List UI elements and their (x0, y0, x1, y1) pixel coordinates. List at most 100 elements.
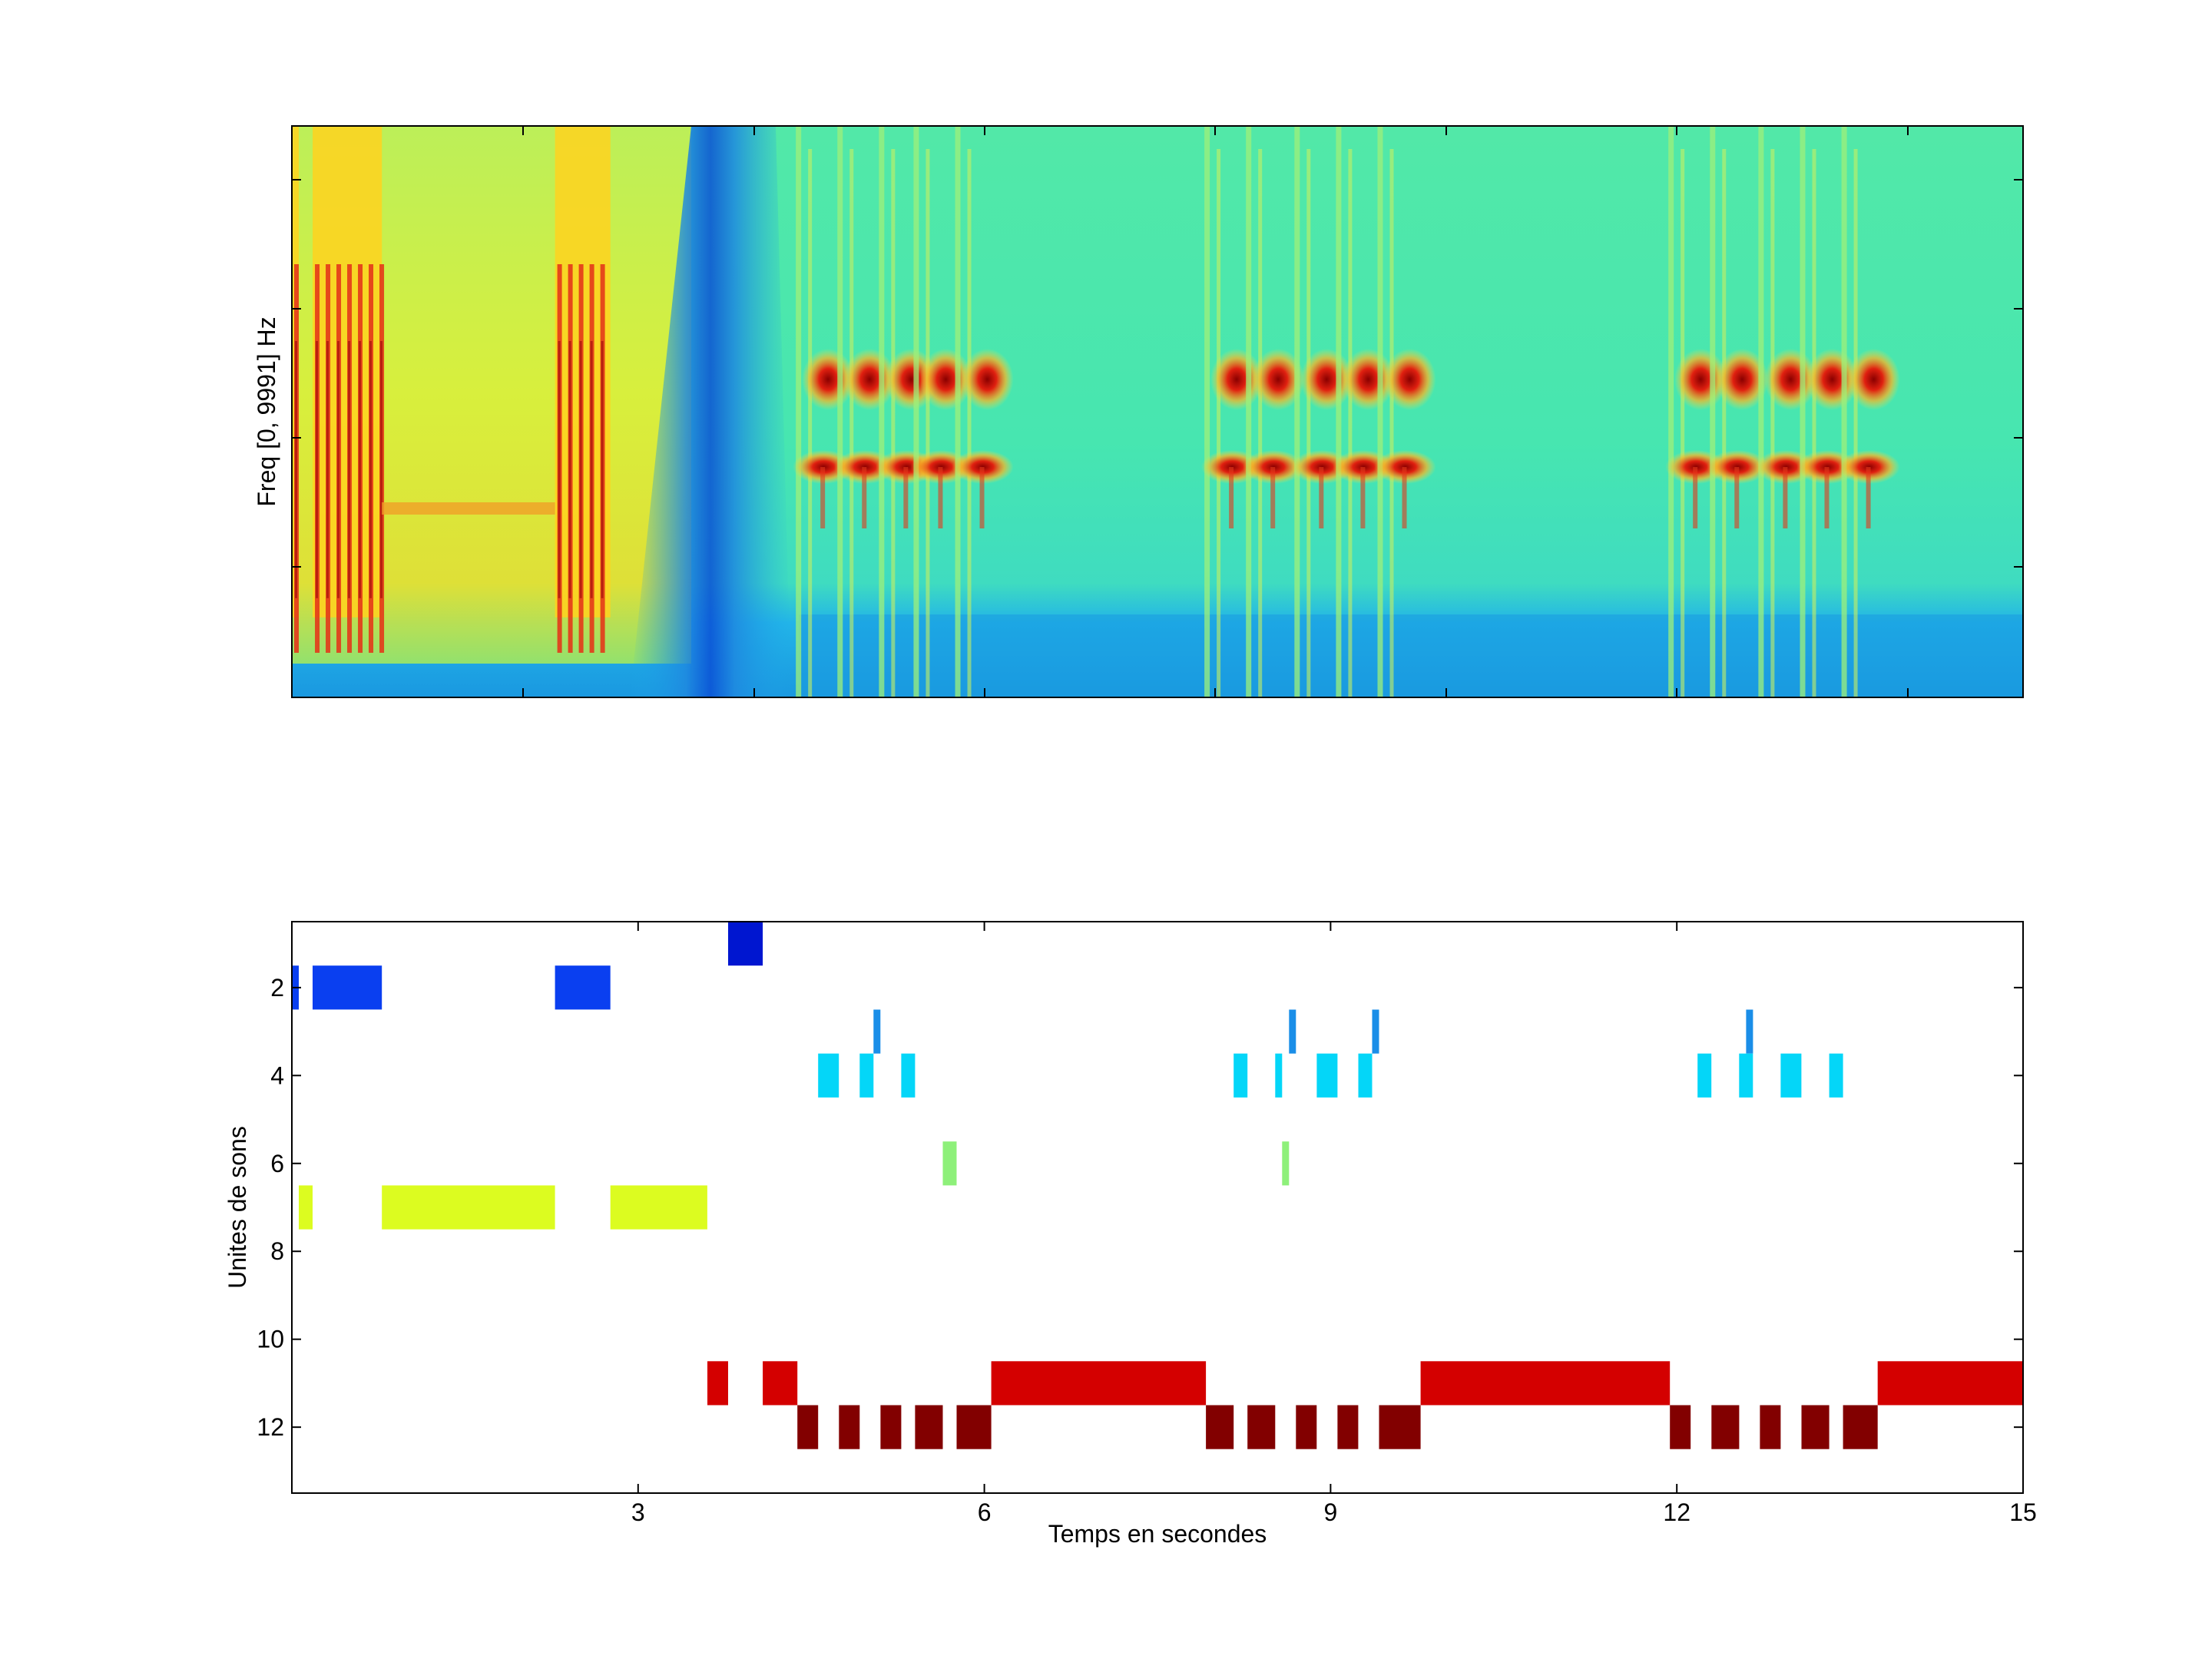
unit-segment-12-32 (915, 1405, 943, 1449)
call-tail (1402, 467, 1407, 528)
unit-segment-4-8 (818, 1053, 839, 1098)
call-tail (903, 467, 909, 528)
unit-segment-12-42 (1801, 1405, 1830, 1449)
unit-segment-4-17 (1780, 1053, 1802, 1098)
burst-core (380, 341, 383, 598)
call-streak-echo (1812, 149, 1816, 697)
call-tail (938, 467, 943, 528)
spectrogram-ylabel: Freq [0, 9991] Hz (253, 316, 280, 506)
unit-segment-12-31 (880, 1405, 902, 1449)
unit-segment-12-30 (839, 1405, 860, 1449)
call-streak-echo (967, 149, 972, 697)
call-streak-echo (1306, 149, 1311, 697)
unit-segment-12-35 (1247, 1405, 1276, 1449)
call-tail (979, 467, 985, 528)
call-upper-harmonic (1847, 349, 1900, 410)
burst-core (359, 341, 362, 598)
unit-segment-7-21 (299, 1185, 313, 1230)
call-streak (837, 126, 843, 697)
call-upper-harmonic (961, 349, 1014, 410)
spectrogram-image (292, 126, 2023, 697)
unit-segment-3-4 (873, 1009, 881, 1054)
y-tick-label-5: 12 (257, 1413, 284, 1441)
call-streak-echo (1853, 149, 1858, 697)
call-streak (1294, 126, 1300, 697)
unit-segment-12-39 (1670, 1405, 1691, 1449)
unit-segment-4-18 (1829, 1053, 1843, 1098)
call-streak (1204, 126, 1210, 697)
call-streak-echo (1681, 149, 1685, 697)
burst-core (590, 341, 593, 598)
call-upper-harmonic (1383, 349, 1436, 410)
unit-segment-3-5 (1289, 1009, 1296, 1054)
unit-segment-12-37 (1337, 1405, 1359, 1449)
call-tail (1866, 467, 1871, 528)
unit-segment-11-28 (1877, 1361, 2023, 1406)
unit-segment-12-41 (1760, 1405, 1781, 1449)
y-tick-label-2: 6 (270, 1150, 284, 1177)
unit-segment-4-16 (1739, 1053, 1753, 1098)
call-streak (796, 126, 802, 697)
unit-segment-12-43 (1843, 1405, 1878, 1449)
unit-segment-4-14 (1358, 1053, 1373, 1098)
unit-segment-11-26 (991, 1361, 1207, 1406)
y-tick-label-1: 4 (270, 1061, 284, 1089)
call-streak (1246, 126, 1252, 697)
unit-segment-11-27 (1420, 1361, 1671, 1406)
call-tail (1270, 467, 1276, 528)
call-streak (1377, 126, 1383, 697)
call-streak-echo (1389, 149, 1394, 697)
call-streak-echo (1722, 149, 1727, 697)
burst-core (316, 341, 319, 598)
unit-segment-4-10 (901, 1053, 916, 1098)
unit-segment-4-9 (859, 1053, 874, 1098)
unit-segment-12-34 (1206, 1405, 1234, 1449)
call-streak (913, 126, 919, 697)
tone-band (382, 502, 555, 515)
call-tail (820, 467, 826, 528)
call-streak (1800, 126, 1806, 697)
call-streak (879, 126, 885, 697)
burst-core (337, 341, 340, 598)
burst-core (369, 341, 373, 598)
burst-core (348, 341, 351, 598)
spectrogram-panel: Freq [0, 9991] Hz (253, 125, 2024, 698)
unit-segments (292, 922, 2023, 1449)
call-streak (955, 126, 961, 697)
y-tick-label-0: 2 (270, 974, 284, 1002)
x-tick-label-3: 12 (1663, 1498, 1690, 1526)
y-tick-label-4: 10 (257, 1326, 284, 1353)
call-tail (1360, 467, 1366, 528)
call-streak-echo (808, 149, 813, 697)
unit-segment-1-0 (728, 922, 763, 966)
burst-core (295, 341, 297, 598)
call-upper-harmonic (1252, 349, 1305, 410)
unit-segment-3-7 (1746, 1009, 1753, 1054)
burst-core (601, 341, 604, 598)
call-upper-harmonic (1716, 349, 1769, 410)
call-streak (1710, 126, 1716, 697)
call-streak (1668, 126, 1674, 697)
unit-segment-12-38 (1379, 1405, 1421, 1449)
unit-segment-11-24 (707, 1361, 728, 1406)
call-streak-echo (926, 149, 930, 697)
units-tick-labels: 3 6 9 12 15 2 4 6 8 10 12 (257, 974, 2036, 1526)
call-tail (1319, 467, 1324, 528)
units-frame (291, 921, 2024, 1494)
x-tick-label-1: 6 (978, 1498, 992, 1526)
call-tail (1824, 467, 1830, 528)
unit-segment-7-22 (382, 1185, 555, 1230)
unit-segment-12-40 (1711, 1405, 1740, 1449)
unit-segment-2-3 (555, 965, 611, 1010)
unit-segment-12-33 (956, 1405, 992, 1449)
unit-segment-6-20 (1282, 1141, 1290, 1186)
call-streak (1336, 126, 1342, 697)
unit-segment-2-2 (313, 965, 382, 1010)
units-panel: 3 6 9 12 15 2 4 6 8 10 12 Temps en secondes Unites… (224, 921, 2037, 1548)
unit-segment-4-13 (1316, 1053, 1338, 1098)
burst-core (558, 341, 561, 598)
burst-core (579, 341, 582, 598)
burst-core (326, 341, 329, 598)
call-streak (1841, 126, 1847, 697)
